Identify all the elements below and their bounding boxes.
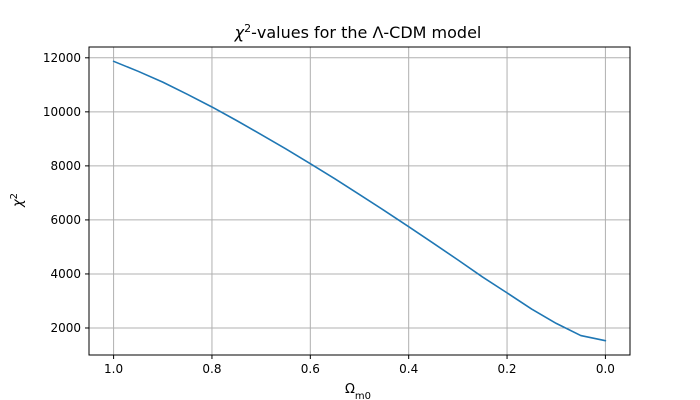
y-axis-label-symbol: χ [11,198,26,208]
plot-frame [88,46,631,356]
x-tick-label: 0.4 [399,362,418,376]
series-layer [112,60,607,342]
x-tick-label: 0.0 [596,362,615,376]
grid-layer [89,47,630,355]
y-axis-label-power: 2 [9,193,20,199]
x-axis-ticks: 1.0 0.8 0.6 0.4 0.2 0.0 [104,355,615,376]
y-tick-label: 6000 [50,213,81,227]
series-line [112,60,607,342]
y-tick-label: 2000 [50,321,81,335]
y-tick-label: 10000 [43,105,81,119]
chart-title-power: 2 [244,22,251,35]
y-tick-label: 12000 [43,51,81,65]
y-tick-label: 4000 [50,267,81,281]
chart-title-symbol: χ [234,23,245,42]
x-axis-label: Ωm0 [345,382,371,400]
x-tick-label: 0.8 [202,362,221,376]
x-axis-label-subscript: m0 [355,391,371,400]
x-axis-label-base: Ω [345,382,355,397]
y-tick-label: 8000 [50,159,81,173]
chart-title: χ2-values for the Λ-CDM model [234,22,482,43]
x-tick-label: 1.0 [104,362,123,376]
chart-title-rest: -values for the Λ-CDM model [251,23,481,42]
y-axis-ticks: 2000 4000 6000 8000 10000 12000 [43,51,89,335]
y-axis-label: χ2 [9,193,27,208]
x-tick-label: 0.2 [497,362,516,376]
x-tick-label: 0.6 [301,362,320,376]
